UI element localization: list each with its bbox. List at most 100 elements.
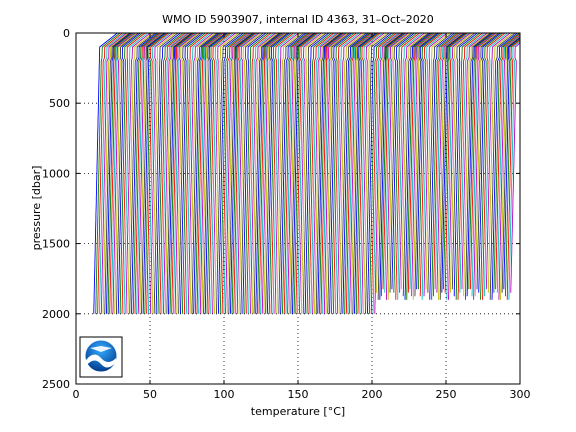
profile-line — [323, 33, 347, 314]
profile-line — [288, 33, 314, 314]
profile-line — [151, 33, 176, 314]
profile-line — [421, 33, 445, 300]
profile-line — [382, 33, 406, 290]
profile-line — [167, 33, 193, 314]
profile-line — [206, 33, 230, 314]
profile-line — [385, 33, 409, 300]
profile-line — [93, 33, 118, 314]
profile-line — [406, 33, 432, 300]
profile-line — [495, 33, 520, 290]
profile-line — [500, 35, 520, 300]
profile-line — [225, 33, 251, 314]
profile-line — [270, 33, 294, 314]
profile-line — [374, 33, 401, 314]
profile-line — [280, 33, 307, 314]
profile-line — [380, 33, 405, 297]
profile-line — [147, 33, 171, 314]
profile-line — [451, 33, 476, 290]
profile-line — [231, 33, 255, 314]
profile-line — [302, 33, 327, 314]
profile-line — [315, 33, 342, 314]
profile-line — [432, 33, 460, 297]
profile-line — [260, 33, 285, 314]
profile-line — [342, 33, 369, 314]
profile-line — [491, 33, 518, 300]
profile-line — [503, 37, 520, 290]
profile-line — [171, 33, 195, 314]
profile-line — [345, 33, 372, 314]
profile-line — [379, 33, 404, 300]
profile-line — [474, 33, 498, 297]
profile-line — [340, 33, 367, 314]
profile-line — [372, 33, 399, 314]
x-tick-label: 300 — [510, 388, 531, 401]
profile-line — [117, 33, 141, 314]
profile-line — [141, 33, 165, 314]
profile-line — [354, 33, 377, 314]
profile-line — [327, 33, 350, 314]
profile-line — [196, 33, 222, 314]
profile-line — [423, 33, 448, 297]
profile-line — [312, 33, 339, 314]
profile-line — [496, 34, 520, 293]
profile-line — [214, 33, 239, 314]
profile-line — [162, 33, 190, 314]
profile-line — [226, 33, 253, 314]
profile-line — [191, 33, 218, 314]
profile-line — [268, 33, 292, 314]
profile-line — [478, 33, 501, 293]
profile-line — [457, 33, 483, 300]
profile-line — [246, 33, 272, 314]
profile-line — [471, 33, 496, 297]
profile-line — [97, 33, 123, 314]
profile-line — [114, 33, 137, 314]
profile-line — [134, 33, 161, 314]
profile-line — [166, 33, 192, 314]
profile-line — [409, 33, 435, 290]
profile-line — [399, 33, 425, 293]
profile-line — [425, 33, 450, 290]
profile-line — [401, 33, 427, 290]
profile-line — [419, 33, 443, 297]
profile-line — [404, 33, 431, 300]
profile-line — [107, 33, 133, 314]
profile-line — [221, 33, 248, 314]
profile-line — [453, 33, 478, 297]
profile-line — [306, 33, 332, 314]
profile-line — [359, 33, 383, 314]
profile-line — [95, 33, 121, 314]
profile-line — [256, 33, 283, 314]
profile-line — [446, 33, 469, 300]
profile-line — [109, 33, 134, 314]
profile-line — [448, 33, 471, 300]
profile-line — [429, 33, 455, 300]
profile-line — [300, 33, 325, 314]
grid — [76, 33, 520, 384]
profile-line — [132, 33, 159, 314]
profile-line — [338, 33, 365, 314]
profile-line — [149, 33, 174, 314]
profile-line — [476, 33, 500, 290]
y-tick-label: 2000 — [42, 308, 70, 321]
profile-line — [387, 33, 411, 300]
profile-line — [402, 33, 429, 297]
profile-line — [287, 33, 313, 314]
profile-line — [172, 33, 196, 314]
profile-line — [485, 33, 511, 290]
profile-line — [265, 33, 288, 314]
profile-line — [361, 33, 385, 314]
profile-line — [244, 33, 269, 314]
profile-line — [407, 33, 434, 293]
profile-line — [416, 33, 439, 290]
profile-line — [272, 33, 297, 314]
x-axis-label: temperature [°C] — [251, 405, 345, 418]
profile-line — [115, 33, 139, 314]
profile-line — [139, 33, 164, 314]
profile-line — [263, 33, 287, 314]
profile-line — [295, 33, 318, 314]
profile-line — [250, 33, 276, 314]
profile-line — [217, 33, 244, 314]
profile-line — [320, 33, 345, 314]
x-tick-label: 100 — [214, 388, 235, 401]
profile-line — [142, 33, 166, 314]
